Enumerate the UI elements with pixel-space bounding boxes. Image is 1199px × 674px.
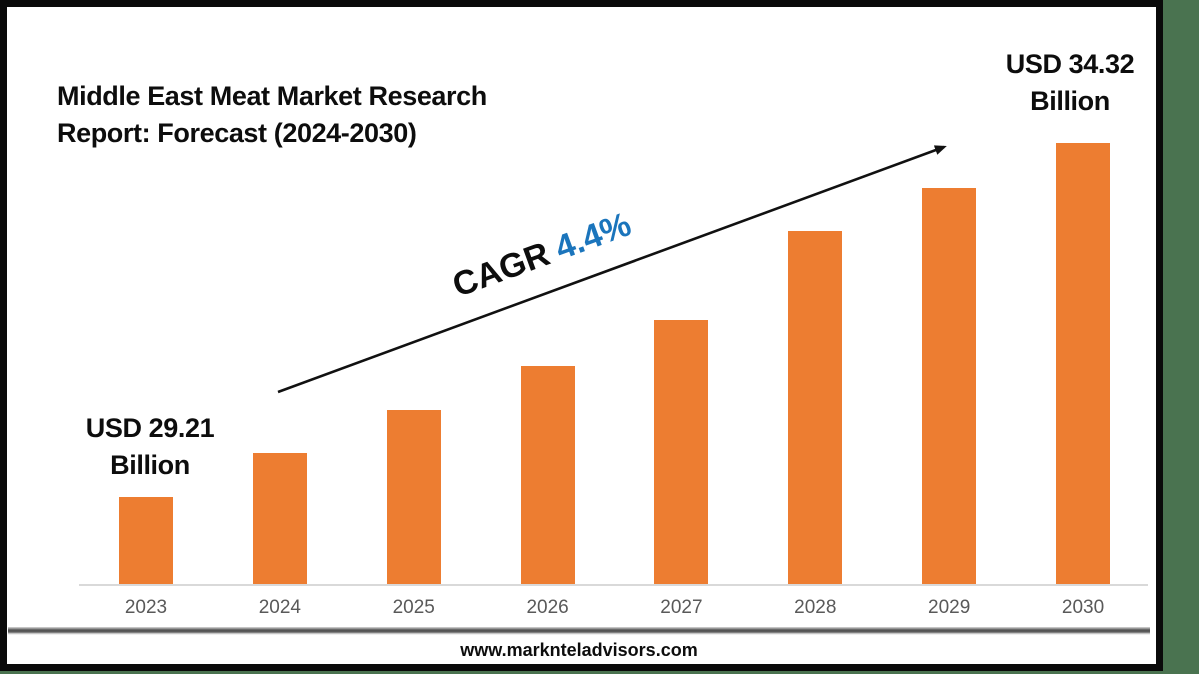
- chart-title-line1: Middle East Meat Market Research: [57, 81, 487, 111]
- value-label-2023: USD 29.21 Billion: [50, 410, 250, 484]
- bar-2027: [654, 320, 709, 586]
- bar-2029: [922, 188, 977, 586]
- x-tick-2023: 2023: [124, 597, 168, 618]
- chart-stage: Middle East Meat Market Research Report:…: [8, 49, 1150, 660]
- cagr-annotation: CAGR4.4%: [430, 199, 654, 312]
- value-label-2030-amount: USD 34.32: [1005, 49, 1135, 79]
- value-label-2023-unit: Billion: [110, 450, 190, 480]
- footer-website: www.marknteladvisors.com: [460, 640, 698, 660]
- chart-title: Middle East Meat Market Research Report:…: [57, 78, 487, 152]
- bar-2030: [1056, 143, 1111, 586]
- trend-arrow-line: [277, 145, 947, 394]
- bar-2026: [520, 366, 575, 586]
- footer-separator: [8, 627, 1150, 635]
- chart-card: Middle East Meat Market Research Report:…: [0, 0, 1163, 671]
- bar-2028: [788, 231, 843, 586]
- value-label-2023-amount: USD 29.21: [85, 413, 215, 443]
- x-tick-2024: 2024: [258, 597, 301, 618]
- x-tick-2029: 2029: [928, 597, 971, 618]
- value-label-2030: USD 34.32 Billion: [970, 46, 1170, 120]
- x-tick-2027: 2027: [660, 597, 703, 618]
- x-tick-2026: 2026: [526, 597, 569, 618]
- cagr-label: CAGR: [447, 234, 555, 305]
- bar-2024: [252, 453, 307, 586]
- x-tick-2025: 2025: [392, 597, 435, 618]
- chart-title-line2: Report: Forecast (2024-2030): [57, 118, 417, 148]
- value-label-2030-unit: Billion: [1030, 86, 1110, 116]
- bar-2025: [386, 410, 441, 586]
- x-tick-2030: 2030: [1061, 597, 1105, 618]
- bar-2023: [119, 497, 173, 586]
- x-axis-line: [79, 584, 1148, 586]
- cagr-value: 4.4%: [550, 205, 636, 268]
- x-tick-2028: 2028: [794, 597, 837, 618]
